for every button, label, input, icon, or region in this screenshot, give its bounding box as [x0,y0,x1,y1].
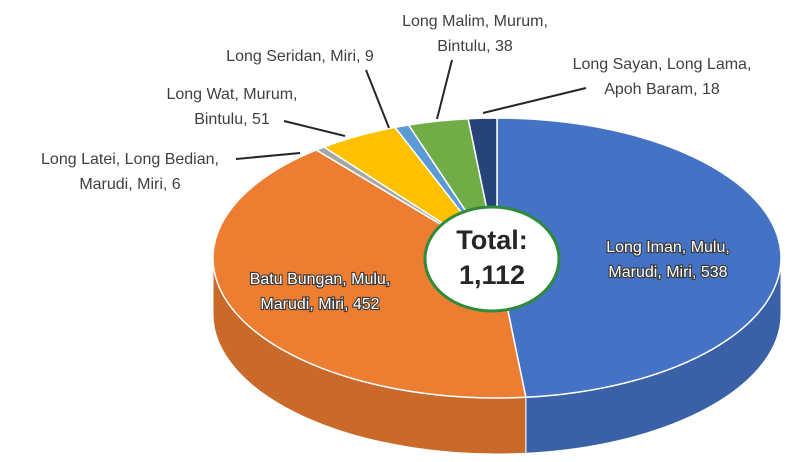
total-value: 1,112 [459,260,525,290]
labels: Long Iman, Mulu, Marudi, Miri, 538 Batu Bu… [41,13,752,314]
leader-line [283,120,346,137]
pie-slice [496,117,782,399]
data-label: Batu Bungan, Mulu, Marudi, Miri, 452 [250,271,391,313]
data-label: Long Malim, Murum, Bintulu, 38 [402,13,548,55]
leader-line [235,152,301,160]
leader-line [436,59,453,120]
data-label: Long Latei, Long Bedian, Marudi, Miri, 6 [41,151,219,193]
leader-line [482,87,587,114]
data-label: Long Iman, Mulu, Marudi, Miri, 538 [606,239,730,281]
leader-line [365,69,390,129]
data-label: Long Wat, Murum, Bintulu, 51 [166,86,297,128]
data-label: Long Sayan, Long Lama, Apoh Baram, 18 [573,56,752,98]
data-label: Long Seridan, Miri, 9 [226,48,374,65]
center-circle [423,205,561,313]
pie-slice [212,149,527,399]
total-title: Total: [456,225,527,255]
